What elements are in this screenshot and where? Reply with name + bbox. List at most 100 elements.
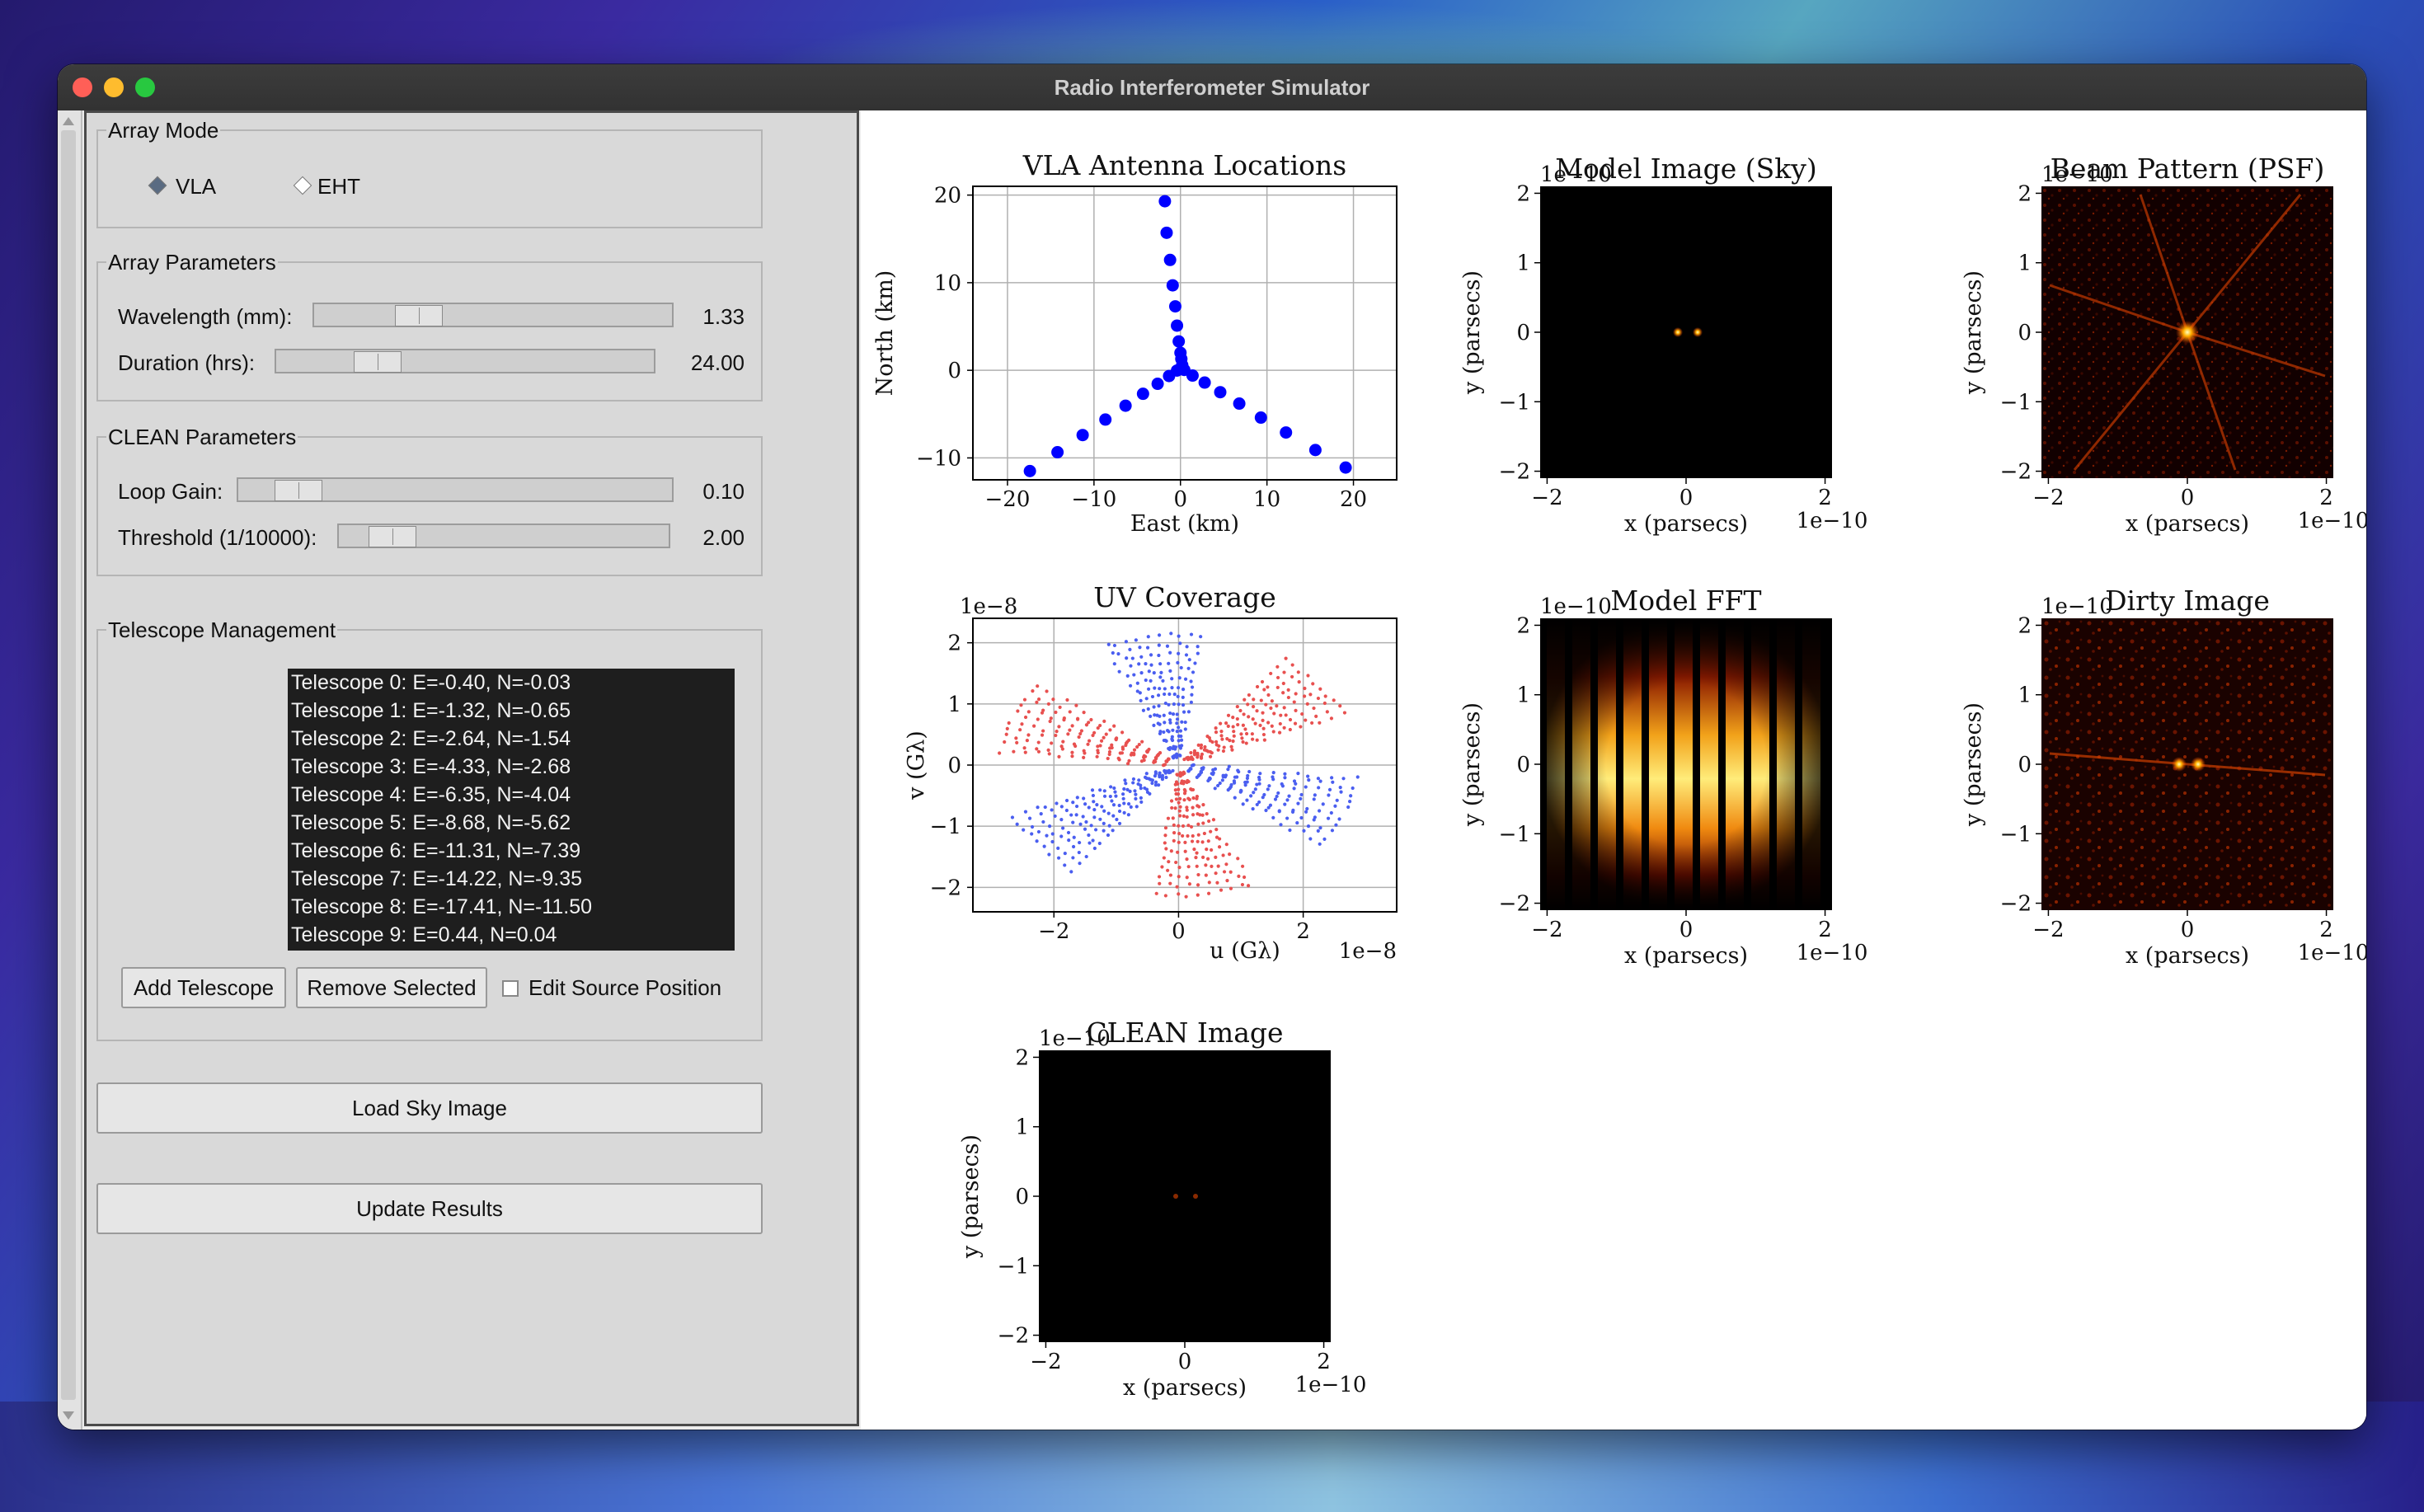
window-title: Radio Interferometer Simulator — [1054, 75, 1370, 100]
uv-point — [1251, 717, 1255, 721]
uv-point — [1168, 669, 1172, 673]
uv-point — [1114, 794, 1118, 798]
uv-point — [1333, 804, 1337, 808]
zoom-window-button[interactable] — [135, 77, 155, 97]
uv-point — [1227, 764, 1231, 768]
uv-point — [1096, 750, 1100, 755]
uv-point — [1293, 721, 1298, 725]
radio-eht[interactable]: EHT — [293, 174, 408, 200]
source-spot — [1673, 327, 1683, 337]
uv-point — [1185, 645, 1189, 649]
uv-point — [1111, 803, 1116, 807]
wavelength-slider[interactable] — [312, 303, 674, 327]
uv-point — [1046, 702, 1050, 707]
uv-point — [1149, 679, 1153, 683]
uv-point — [1169, 632, 1173, 636]
wavelength-slider-thumb[interactable] — [395, 305, 443, 326]
uv-point — [1146, 707, 1150, 711]
uv-point — [1271, 775, 1275, 779]
clean-ytick-label: 0 — [1015, 1185, 1029, 1209]
uv-xtick-label: 2 — [1296, 919, 1310, 944]
remove-selected-button[interactable]: Remove Selected — [296, 967, 487, 1008]
uv-point — [1177, 676, 1181, 680]
uv-point — [1069, 870, 1073, 874]
uv-point — [1299, 815, 1304, 820]
uv-point — [1153, 783, 1158, 787]
uv-point — [1286, 695, 1290, 700]
uv-point — [1087, 833, 1091, 838]
uv-point — [1297, 680, 1301, 684]
uv-point — [1214, 828, 1219, 832]
edit-source-checkbox[interactable] — [502, 980, 519, 997]
uv-point — [1318, 779, 1322, 783]
uv-point — [1125, 674, 1130, 679]
threshold-slider-thumb[interactable] — [369, 526, 416, 547]
scroll-down-arrow-icon[interactable] — [61, 1408, 76, 1423]
left-scrollbar[interactable] — [58, 110, 82, 1430]
scroll-thumb[interactable] — [61, 130, 76, 1400]
array-params-label: Array Parameters — [106, 250, 278, 275]
list-item[interactable]: Telescope 0: E=-0.40, N=-0.03 — [291, 671, 571, 694]
antenna-point — [1119, 399, 1132, 412]
loop-gain-slider-thumb[interactable] — [275, 480, 322, 501]
uv-point — [1073, 744, 1078, 749]
uv-point — [1339, 790, 1343, 794]
app-window: Radio Interferometer Simulator Array Mod… — [58, 64, 2366, 1430]
uv-point — [1126, 802, 1131, 806]
list-item[interactable]: Telescope 4: E=-6.35, N=-4.04 — [291, 783, 571, 806]
uv-point — [1010, 815, 1015, 819]
uv-point — [1106, 811, 1111, 815]
uv-point — [1074, 813, 1078, 817]
update-results-button[interactable]: Update Results — [96, 1183, 763, 1234]
clean-params-label: CLEAN Parameters — [106, 425, 298, 449]
list-item[interactable]: Telescope 8: E=-17.41, N=-11.50 — [291, 895, 593, 918]
uv-point — [1213, 787, 1217, 791]
uv-point — [1201, 803, 1205, 807]
list-item[interactable]: Telescope 7: E=-14.22, N=-9.35 — [291, 867, 583, 890]
fft-xtick-label: 2 — [1818, 918, 1832, 942]
clean-axes: −2 0 2 2 1 0 −1 −2 x (parsecs) 1e−10 y (… — [958, 1045, 1366, 1401]
minimize-window-button[interactable] — [104, 77, 124, 97]
duration-slider[interactable] — [275, 349, 655, 373]
antenna-ytick-label: −10 — [916, 446, 961, 471]
duration-slider-thumb[interactable] — [354, 351, 402, 373]
threshold-slider[interactable] — [337, 524, 670, 548]
antenna-point — [1168, 300, 1181, 313]
list-item[interactable]: Telescope 3: E=-4.33, N=-2.68 — [291, 755, 571, 778]
uv-point — [1122, 801, 1126, 805]
uv-point — [1176, 850, 1180, 854]
list-item[interactable]: Telescope 5: E=-8.68, N=-5.62 — [291, 811, 571, 834]
uv-point — [1070, 754, 1074, 758]
telescope-list[interactable]: Telescope 0: E=-0.40, N=-0.03 Telescope … — [288, 669, 735, 951]
uv-point — [1152, 671, 1156, 675]
dirty-xtick-label: 2 — [2319, 918, 2333, 942]
uv-point — [1251, 737, 1255, 741]
scroll-up-arrow-icon[interactable] — [61, 114, 76, 129]
uv-point — [1317, 786, 1321, 790]
close-window-button[interactable] — [73, 77, 92, 97]
list-item[interactable]: Telescope 9: E=0.44, N=0.04 — [291, 923, 557, 946]
load-sky-image-button[interactable]: Load Sky Image — [96, 1082, 763, 1134]
add-telescope-button[interactable]: Add Telescope — [121, 967, 286, 1008]
antenna-ylabel: North (km) — [872, 270, 898, 397]
uv-point — [1191, 833, 1195, 838]
list-item[interactable]: Telescope 1: E=-1.32, N=-0.65 — [291, 699, 571, 722]
uv-point — [1172, 823, 1176, 827]
uv-point — [1189, 750, 1193, 755]
uv-point — [1166, 868, 1170, 872]
uv-point — [1183, 677, 1188, 681]
uv-point — [1077, 850, 1081, 855]
radio-vla[interactable]: VLA — [148, 174, 263, 200]
clean-ytick-label: −2 — [998, 1324, 1029, 1349]
fft-ylabel: y (parsecs) — [1459, 702, 1485, 827]
uv-point — [1327, 793, 1331, 797]
list-item[interactable]: Telescope 2: E=-2.64, N=-1.54 — [291, 727, 571, 750]
model-ytick-label: 2 — [1516, 181, 1530, 206]
uv-point — [1036, 749, 1041, 754]
uv-point — [1053, 814, 1057, 819]
loop-gain-slider[interactable] — [237, 477, 674, 502]
list-item[interactable]: Telescope 6: E=-11.31, N=-7.39 — [291, 839, 581, 862]
uv-point — [1128, 789, 1132, 794]
clean-xtick-label: 2 — [1317, 1350, 1331, 1374]
duration-value: 24.00 — [690, 350, 745, 375]
